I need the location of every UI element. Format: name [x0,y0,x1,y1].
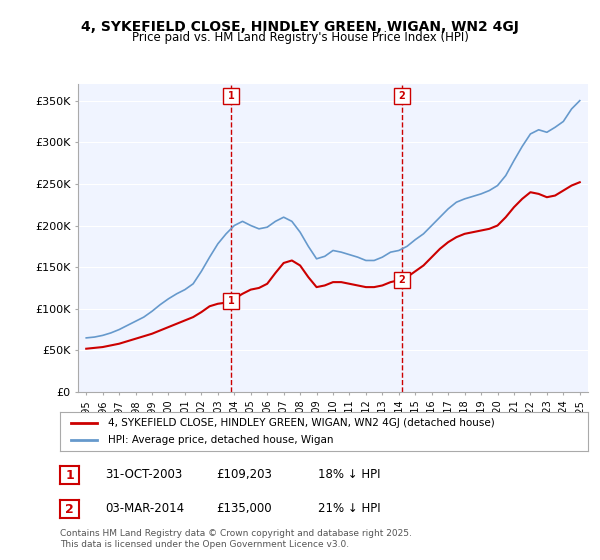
Text: 4, SYKEFIELD CLOSE, HINDLEY GREEN, WIGAN, WN2 4GJ (detached house): 4, SYKEFIELD CLOSE, HINDLEY GREEN, WIGAN… [107,418,494,428]
Text: 2: 2 [398,91,405,101]
Text: 1: 1 [228,296,235,306]
Text: 18% ↓ HPI: 18% ↓ HPI [318,468,380,482]
Text: Contains HM Land Registry data © Crown copyright and database right 2025.
This d: Contains HM Land Registry data © Crown c… [60,529,412,549]
Text: Price paid vs. HM Land Registry's House Price Index (HPI): Price paid vs. HM Land Registry's House … [131,31,469,44]
Text: 2: 2 [398,274,405,284]
Text: 2: 2 [65,502,74,516]
Text: 31-OCT-2003: 31-OCT-2003 [105,468,182,482]
Text: 4, SYKEFIELD CLOSE, HINDLEY GREEN, WIGAN, WN2 4GJ: 4, SYKEFIELD CLOSE, HINDLEY GREEN, WIGAN… [81,20,519,34]
Text: £109,203: £109,203 [216,468,272,482]
Text: 1: 1 [228,91,235,101]
Text: 1: 1 [65,469,74,482]
Text: 03-MAR-2014: 03-MAR-2014 [105,502,184,515]
Text: £135,000: £135,000 [216,502,272,515]
Text: HPI: Average price, detached house, Wigan: HPI: Average price, detached house, Wiga… [107,435,333,445]
Text: 21% ↓ HPI: 21% ↓ HPI [318,502,380,515]
